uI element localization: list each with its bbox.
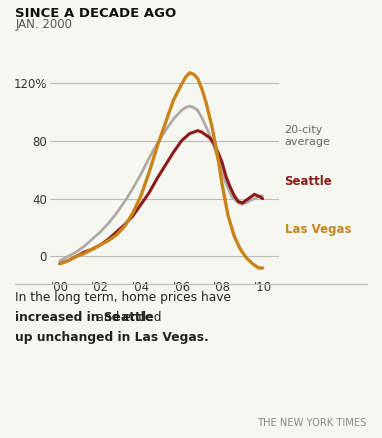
Text: up unchanged in Las Vegas.: up unchanged in Las Vegas. xyxy=(15,331,209,344)
Text: In the long term, home prices have: In the long term, home prices have xyxy=(15,291,231,304)
Text: increased in Seattle: increased in Seattle xyxy=(15,311,154,324)
Text: THE NEW YORK TIMES: THE NEW YORK TIMES xyxy=(257,418,367,428)
Text: SINCE A DECADE AGO: SINCE A DECADE AGO xyxy=(15,7,176,20)
Text: 20-city
average: 20-city average xyxy=(285,125,330,147)
Text: Las Vegas: Las Vegas xyxy=(285,223,351,237)
Text: Seattle: Seattle xyxy=(285,175,332,188)
Text: and ended: and ended xyxy=(15,311,162,324)
Text: JAN. 2000: JAN. 2000 xyxy=(15,18,72,32)
